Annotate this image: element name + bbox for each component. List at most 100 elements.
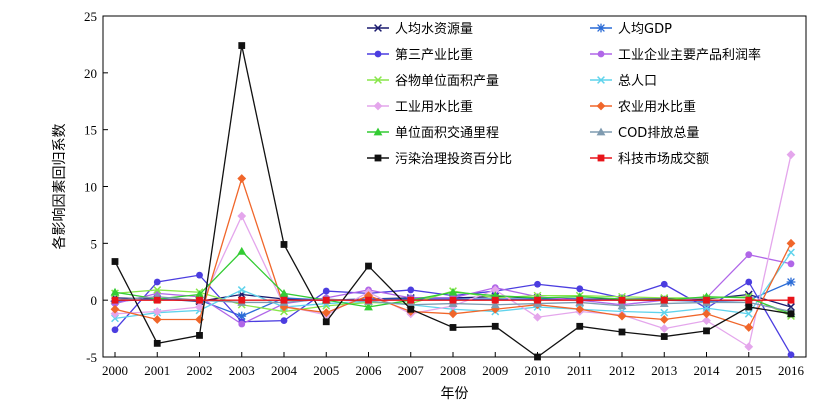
legend-swatch-marker	[597, 50, 605, 58]
data-point	[660, 280, 668, 288]
data-point	[153, 339, 161, 347]
data-point	[152, 315, 162, 324]
x-tick-label: 2013	[651, 363, 677, 378]
legend-swatch-marker	[373, 127, 383, 136]
data-point	[110, 309, 120, 319]
y-tick-label: 10	[84, 180, 97, 195]
legend-label: 工业企业主要产品利润率	[618, 47, 761, 63]
data-point	[153, 296, 161, 304]
data-point	[575, 304, 585, 314]
x-tick-label: 2005	[313, 363, 339, 378]
data-point	[111, 258, 119, 265]
data-point	[491, 296, 499, 304]
data-point	[660, 296, 668, 304]
data-point	[448, 309, 458, 319]
data-point	[491, 322, 499, 330]
legend-item: 单位面积交通里程	[367, 125, 499, 141]
y-axis-title: 各影响因素回归系数	[51, 124, 68, 250]
data-point	[237, 211, 247, 221]
data-point	[745, 303, 753, 311]
legend-swatch-marker	[596, 101, 606, 111]
data-point	[111, 296, 119, 304]
legend-swatch-marker	[374, 50, 382, 58]
legend-swatch-marker	[373, 101, 383, 111]
legend-item: COD排放总量	[590, 126, 699, 141]
legend-label: 总人口	[618, 74, 657, 89]
y-tick-label: 5	[91, 236, 98, 251]
data-point	[449, 296, 457, 304]
data-point	[407, 305, 415, 313]
data-point	[745, 296, 753, 304]
legend-label: 农业用水比重	[618, 99, 696, 115]
legend-label: COD排放总量	[618, 126, 699, 141]
data-point	[618, 328, 626, 336]
data-point	[365, 296, 372, 304]
data-point	[238, 296, 246, 304]
series-11	[111, 296, 795, 304]
data-point	[364, 291, 373, 301]
y-tick-label: 15	[84, 123, 97, 138]
x-tick-label: 2009	[482, 363, 508, 378]
x-tick-label: 2001	[144, 363, 170, 378]
x-tick-label: 2014	[694, 363, 721, 378]
data-point	[237, 174, 247, 183]
data-point	[787, 303, 795, 311]
x-axis: 2000 2001 2002 2003 2004 2005 2006 2007 2008 2009…	[102, 352, 805, 378]
legend-item: 污染治理投资百分比	[367, 151, 512, 167]
data-point	[786, 277, 796, 287]
legend-item: 人均水资源量	[367, 22, 473, 37]
data-point	[448, 287, 458, 296]
data-point	[659, 324, 669, 333]
data-point	[449, 324, 457, 331]
legend-swatch-marker	[596, 127, 606, 136]
data-point	[196, 271, 203, 279]
data-point	[196, 332, 203, 339]
data-point	[153, 286, 162, 294]
x-tick-label: 2003	[229, 363, 255, 378]
data-point	[153, 278, 161, 286]
data-point	[490, 300, 500, 309]
y-tick-label: 0	[91, 293, 98, 308]
legend-swatch-marker	[597, 76, 605, 84]
data-point	[196, 296, 203, 304]
data-point	[787, 296, 795, 304]
x-tick-label: 2011	[567, 363, 593, 378]
data-point	[576, 322, 584, 330]
data-point	[407, 296, 415, 304]
data-point	[576, 296, 584, 304]
y-tick-label: -5	[86, 350, 97, 365]
legend-label: 人均GDP	[618, 22, 672, 37]
legend-item: 第三产业比重	[367, 47, 473, 63]
legend-swatch-marker	[597, 154, 605, 162]
data-point	[280, 241, 288, 248]
legend-swatch-marker	[596, 23, 606, 33]
legend-label: 谷物单位面积产量	[395, 74, 499, 89]
data-point	[618, 296, 626, 304]
legend-item: 人均GDP	[590, 22, 672, 37]
legend-item: 农业用水比重	[590, 99, 696, 115]
data-point	[238, 42, 246, 49]
data-point	[534, 353, 541, 361]
data-point	[237, 286, 246, 294]
x-tick-label: 2010	[525, 363, 551, 378]
data-point	[786, 150, 796, 160]
data-point	[744, 342, 754, 352]
data-point	[745, 278, 753, 286]
data-point	[576, 285, 584, 293]
series-6	[110, 150, 796, 352]
data-point	[659, 315, 669, 324]
data-point	[617, 311, 627, 321]
legend-label: 单位面积交通里程	[395, 125, 499, 141]
data-point	[787, 260, 795, 268]
data-point	[111, 326, 119, 334]
data-point	[787, 310, 795, 318]
y-tick-label: 20	[84, 66, 97, 81]
data-point	[152, 307, 162, 316]
legend-item: 工业用水比重	[367, 99, 473, 115]
data-point	[364, 302, 373, 311]
data-point	[703, 296, 710, 304]
legend-label: 工业用水比重	[395, 99, 473, 115]
data-point	[365, 262, 372, 270]
